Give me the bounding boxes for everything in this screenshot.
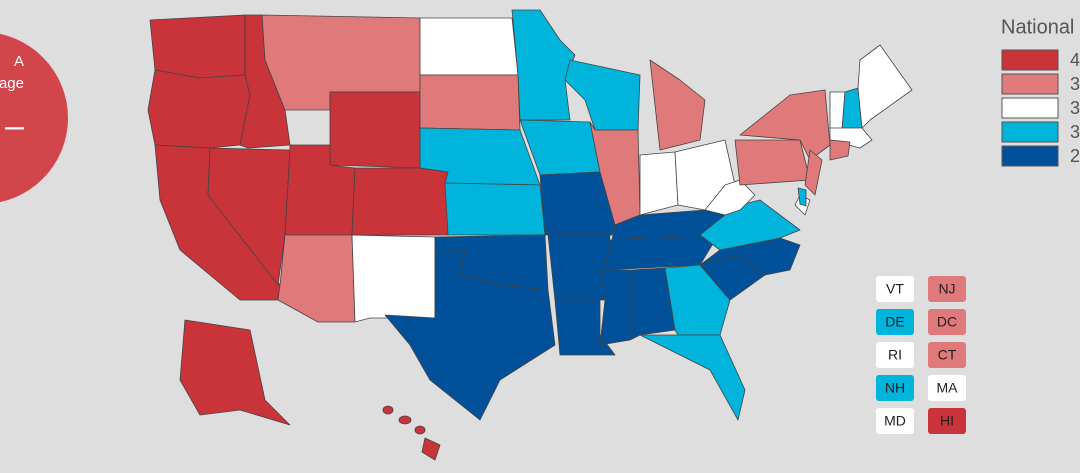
state-box [928, 309, 966, 335]
circle [0, 33, 68, 203]
state [639, 334, 746, 421]
state-box-label: VT [886, 281, 904, 297]
state-box [876, 276, 914, 302]
state [857, 44, 913, 129]
island [421, 437, 441, 461]
legend-label: 2 [1070, 146, 1080, 166]
circle-text: A [14, 53, 24, 70]
state-box-label: NJ [938, 281, 955, 297]
us-map [147, 9, 913, 461]
state-box [928, 342, 966, 368]
state [554, 299, 616, 356]
legend-swatch [1001, 97, 1059, 119]
circle-text: 6 – [0, 107, 24, 145]
state-box [928, 276, 966, 302]
state [384, 249, 556, 421]
state-box-label: DE [885, 314, 904, 330]
state [629, 267, 676, 341]
state-box [928, 408, 966, 434]
state [207, 147, 291, 286]
circle-text: age [0, 75, 24, 92]
state [179, 319, 291, 426]
small-states: VT NJ DE DC RI CT NH MA MD HI [876, 276, 966, 434]
state-box [876, 375, 914, 401]
legend-label: 3 [1070, 98, 1080, 118]
state-box [876, 342, 914, 368]
state [351, 234, 436, 323]
state-box-label: MA [937, 380, 959, 396]
state [639, 151, 679, 216]
island [414, 425, 426, 435]
state [649, 59, 706, 151]
legend-label: 4 [1070, 50, 1080, 70]
state [149, 14, 246, 79]
legend: National 4 3 3 3 2 [1001, 16, 1080, 167]
legend-swatch [1001, 73, 1059, 95]
state [329, 91, 421, 169]
state [444, 182, 546, 236]
state-box-label: DC [937, 314, 957, 330]
state-box-label: NH [885, 380, 905, 396]
state-box [928, 375, 966, 401]
state [599, 269, 631, 346]
state-box-label: CT [938, 347, 957, 363]
state-box-label: RI [888, 347, 902, 363]
state [829, 127, 873, 149]
legend-title: National [1001, 16, 1074, 38]
state [351, 167, 449, 236]
legend-label: 3 [1070, 74, 1080, 94]
state [797, 187, 807, 207]
state [734, 139, 811, 186]
state-box-label: MD [884, 413, 906, 429]
island [382, 405, 394, 415]
state-box [876, 408, 914, 434]
state [419, 17, 519, 76]
state [829, 139, 851, 161]
state [804, 149, 823, 196]
state [419, 74, 521, 131]
legend-label: 3 [1070, 122, 1080, 142]
legend-swatch [1001, 49, 1059, 71]
legend-swatch [1001, 121, 1059, 143]
state-box-label: HI [940, 413, 954, 429]
state [547, 234, 611, 301]
legend-swatch [1001, 145, 1059, 167]
state [147, 69, 251, 149]
state-box [876, 309, 914, 335]
island [398, 415, 412, 425]
state [604, 231, 721, 271]
